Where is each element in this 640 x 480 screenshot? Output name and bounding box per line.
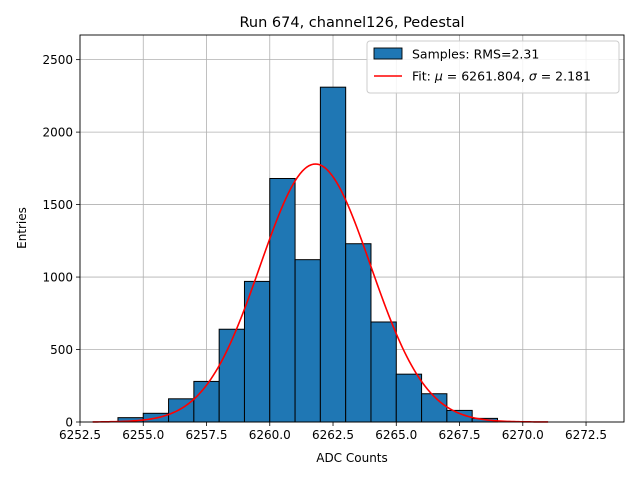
x-tick-label: 6255.0 [122,428,164,442]
legend-histogram-label: Samples: RMS=2.31 [412,47,539,62]
legend-fit-mu-value: = 6261.804, [443,69,529,84]
histogram-bars [117,86,498,423]
histogram-bar [294,259,321,423]
legend-fit-prefix: Fit: [412,69,435,84]
legend-fit-label: Fit: μ = 6261.804, σ = 2.181 [412,69,591,84]
histogram-bar [193,380,220,423]
x-tick-label: 6270.0 [502,428,544,442]
legend-fit-mu-symbol: μ [434,69,443,84]
x-axis-label: ADC Counts [316,451,388,465]
histogram-bar [421,393,448,423]
legend: Samples: RMS=2.31 Fit: μ = 6261.804, σ =… [366,40,620,94]
histogram-bar [345,243,372,423]
x-tick-label: 6252.5 [59,428,101,442]
fit-curve-line [92,163,549,423]
y-axis-label: Entries [15,207,29,249]
y-tick-label: 500 [50,343,73,357]
y-tick-label: 1500 [42,198,73,212]
x-tick-label: 6260.0 [249,428,291,442]
legend-histogram-swatch [373,47,403,60]
histogram-bar [370,321,397,423]
chart-title: Run 674, channel126, Pedestal [239,15,464,31]
x-tick-label: 6267.5 [439,428,481,442]
y-tick-label: 1000 [42,270,73,284]
y-tick-label: 0 [65,415,73,429]
x-tick-label: 6257.5 [186,428,228,442]
histogram-bar [218,328,245,423]
legend-fit-sigma-value: = 2.181 [537,69,591,84]
histogram-bar [243,280,271,423]
histogram-bar [319,86,347,423]
legend-box [366,40,620,94]
x-tick-label: 6262.5 [312,428,354,442]
plot-frame [79,34,625,423]
y-tick-label: 2500 [42,53,73,67]
histogram-bar [269,177,296,423]
x-axis-ticks: 6252.5 6255.0 6257.5 6260.0 6262.5 6265.0 6267… [59,422,607,442]
y-tick-label: 2000 [42,125,73,139]
x-tick-label: 6272.5 [565,428,607,442]
y-axis-ticks: 0 500 1000 1500 2000 2500 [42,53,80,429]
x-tick-label: 6265.0 [375,428,417,442]
legend-fit-sigma-symbol: σ [529,69,538,84]
histogram-bar [395,373,423,423]
